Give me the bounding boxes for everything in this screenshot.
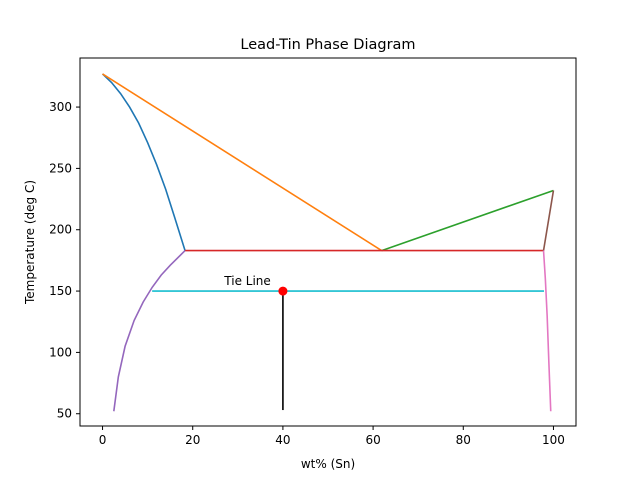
series-line-6 — [542, 250, 552, 412]
plot-frame — [79, 57, 577, 427]
y-axis: 50 100 150 200 250 300 — [49, 100, 80, 421]
series-line-2 — [381, 189, 554, 252]
data-point-0 — [278, 286, 288, 296]
y-tick-label: 200 — [49, 223, 72, 237]
y-tick-label: 100 — [49, 345, 72, 359]
x-axis: 0 20 40 60 80 100 — [99, 426, 565, 447]
x-tick-label: 60 — [365, 433, 380, 447]
series-line-0 — [101, 73, 186, 251]
x-tick-label: 20 — [185, 433, 200, 447]
series-line-5 — [542, 190, 555, 251]
y-tick-label: 300 — [49, 100, 72, 114]
x-axis-label: wt% (Sn) — [301, 457, 355, 471]
x-tick-label: 80 — [456, 433, 471, 447]
y-tick-label: 150 — [49, 284, 72, 298]
y-tick-label: 50 — [57, 407, 72, 421]
y-axis-label: Temperature (deg C) — [23, 180, 37, 305]
series-line-4 — [113, 250, 186, 412]
plot-area: Tie Line — [101, 73, 555, 412]
annotation-label-0: Tie Line — [223, 274, 270, 288]
x-tick-label: 0 — [99, 433, 107, 447]
x-tick-label: 100 — [542, 433, 565, 447]
series-line-1 — [102, 73, 383, 252]
y-tick-label: 250 — [49, 161, 72, 175]
chart-title: Lead-Tin Phase Diagram — [240, 37, 415, 53]
x-tick-label: 40 — [275, 433, 290, 447]
